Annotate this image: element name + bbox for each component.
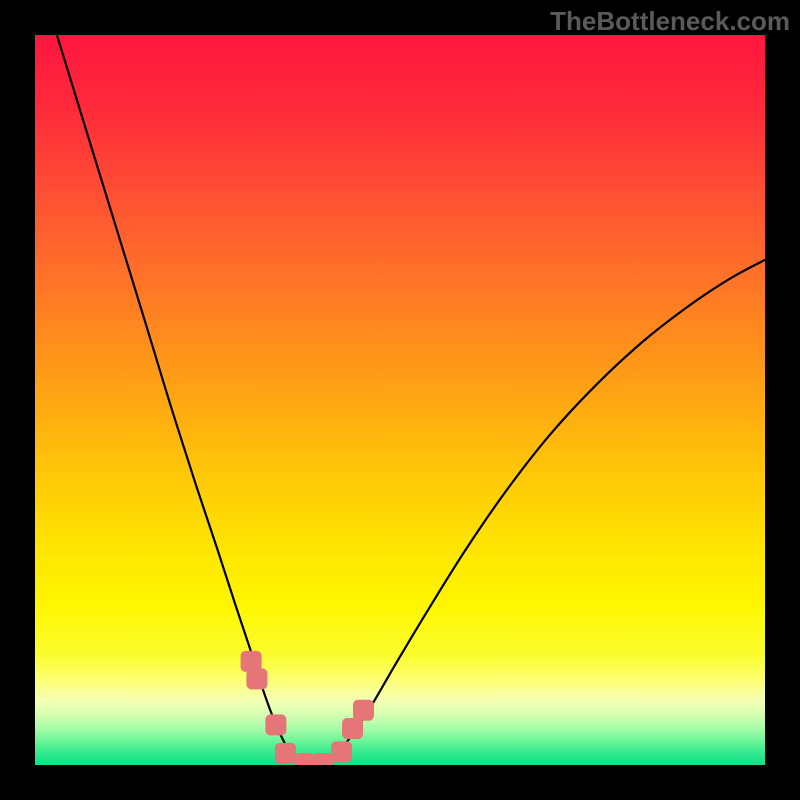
watermark-text: TheBottleneck.com <box>550 6 790 37</box>
gradient-background <box>35 35 765 765</box>
